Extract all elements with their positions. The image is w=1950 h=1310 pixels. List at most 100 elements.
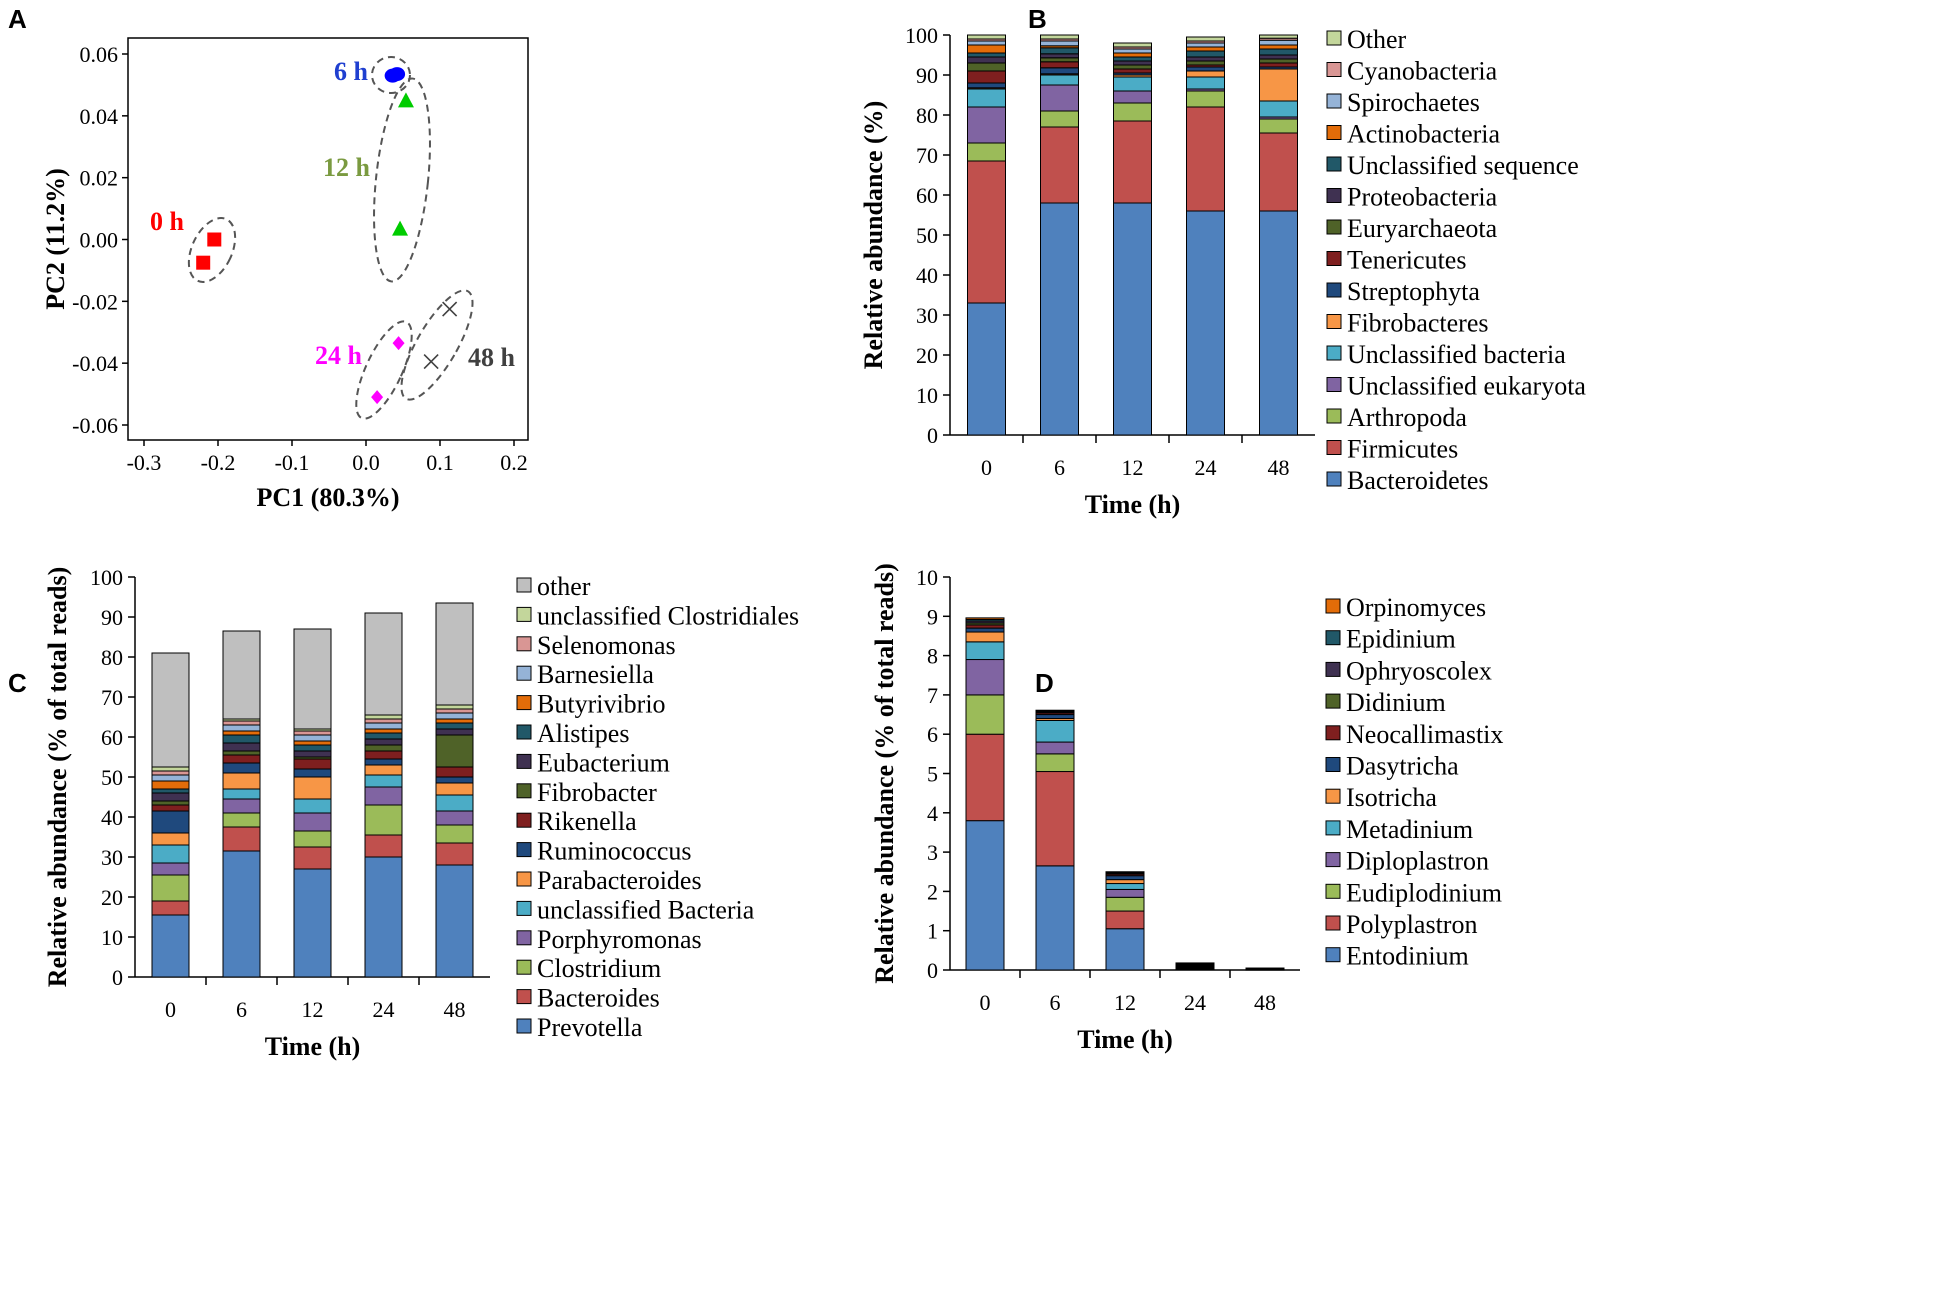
- bar-segment-bacteroides: [222, 826, 261, 852]
- bar-segment-other: [364, 612, 403, 716]
- bar-segment-butyrivibrio: [222, 730, 261, 736]
- y-tick-label: 10: [916, 383, 938, 408]
- bar-segment-porphyromonas: [293, 812, 332, 832]
- y-tick-label: 6: [927, 722, 938, 747]
- bar-segment-tenericutes: [1040, 61, 1079, 69]
- bar-segment-eubacterium: [293, 750, 332, 758]
- bar-segment-unclassified-clostridiales: [435, 704, 474, 710]
- bar-segment-euryarchaeota: [967, 62, 1006, 72]
- bar-segment-actinobacteria: [1186, 46, 1225, 52]
- legend-label: Parabacteroides: [537, 866, 702, 895]
- panel-label-c: C: [8, 668, 27, 698]
- bar-segment-porphyromonas: [222, 798, 261, 814]
- bar-segment-barnesiella: [151, 774, 190, 782]
- legend-swatch: [1326, 62, 1342, 77]
- x-tick-label: 0: [980, 990, 991, 1015]
- legend-label: Unclassified bacteria: [1347, 340, 1566, 369]
- bar-segment-barnesiella: [364, 722, 403, 730]
- point-48h: [442, 301, 458, 317]
- legend-label: Euryarchaeota: [1347, 214, 1498, 243]
- bar-segment-entodinium: [1035, 865, 1075, 971]
- legend-swatch: [1326, 408, 1342, 424]
- bar-segment-arthropoda: [1113, 102, 1152, 122]
- legend-label: Selenomonas: [537, 631, 676, 660]
- bar-segment-proteobacteria: [1113, 60, 1152, 66]
- y-tick-label: 0: [927, 423, 938, 448]
- panel-label-b: B: [1028, 4, 1047, 34]
- panel-c-stacked-bar: 0 10 20 30 40 50 60 70 80 90 100 0 6 12 24 48 Time (h) Re…: [43, 565, 799, 1061]
- legend-label: Ophryoscolex: [1346, 656, 1492, 685]
- y-tick-label: 80: [916, 103, 938, 128]
- legend-label: unclassified Bacteria: [537, 895, 755, 924]
- legend-label: Arthropoda: [1347, 403, 1467, 432]
- bar-segment-actinobacteria: [967, 44, 1006, 54]
- bar-segment-eubacterium: [222, 742, 261, 752]
- bar-segment-bacteroides: [151, 900, 190, 916]
- legend-label: Unclassified sequence: [1347, 151, 1579, 180]
- bar-segment-unclassified-sequence: [967, 52, 1006, 58]
- bar-segment-unclassified-bacteria: [1040, 74, 1079, 86]
- legend-swatch: [516, 842, 532, 858]
- bar-segment-metadinium: [1105, 883, 1145, 890]
- bar-segment-alistipes: [435, 722, 474, 730]
- bar-segment-barnesiella: [435, 712, 474, 720]
- bar-segment-other: [151, 652, 190, 768]
- bar-segment-arthropoda: [1040, 110, 1079, 128]
- y-tick-label: 4: [927, 801, 938, 826]
- bar-segment-alistipes: [222, 734, 261, 744]
- bar-segment-entodinium: [1105, 928, 1145, 971]
- bar-segment-fibrobacter: [151, 800, 190, 806]
- bar-segment-unclassified-bacteria: [1259, 100, 1298, 118]
- x-tick-label: 24: [1195, 455, 1217, 480]
- bar-segment-unclassified-sequence: [1186, 50, 1225, 58]
- legend-swatch: [1326, 30, 1342, 46]
- x-tick-label: 0: [165, 997, 176, 1022]
- bar-segment-orpinomyces: [1105, 871, 1145, 873]
- bar-segment-arthropoda: [1259, 118, 1298, 134]
- x-tick-label: 12: [302, 997, 324, 1022]
- y-tick-label: 100: [905, 23, 938, 48]
- legend-label: Actinobacteria: [1347, 120, 1500, 149]
- bar-segment-porphyromonas: [151, 862, 190, 876]
- legend-swatch: [1326, 156, 1342, 172]
- bar-segment-unclassified-sequence: [1113, 56, 1152, 62]
- panel-a-scatter: -0.3 -0.2 -0.1 0.0 0.1 0.2 0.06 0.04 0.02 0.00 -0.…: [41, 37, 529, 512]
- bar-segment-euryarchaeota: [1113, 64, 1152, 70]
- legend-label: Porphyromonas: [537, 925, 702, 954]
- bar-segment-diploplastron: [1105, 888, 1145, 898]
- bar-segment-butyrivibrio: [364, 728, 403, 734]
- bar-segment-unclassified-bacteria: [967, 88, 1006, 108]
- group-ellipse: [187, 217, 237, 283]
- x-axis-title: Time (h): [265, 1032, 361, 1061]
- legend-swatch: [1325, 693, 1341, 709]
- bar-segment-unclassified-eukaryota: [1113, 90, 1152, 104]
- legend-label: Eudiplodinium: [1346, 878, 1502, 907]
- x-tick-label: 48: [1254, 990, 1276, 1015]
- plot-frame: [127, 37, 529, 441]
- bar-segment-prevotella: [435, 864, 474, 978]
- group-label: 12 h: [323, 153, 371, 182]
- group-ellipse: [373, 77, 431, 283]
- bar-segment-rikenella: [364, 750, 403, 760]
- bar-segment-rikenella: [222, 754, 261, 764]
- bar-segment-unclassified-eukaryota: [1040, 84, 1079, 112]
- x-tick-label: 0: [981, 455, 992, 480]
- y-axis-title: Relative abundance (% of total reads): [870, 563, 899, 984]
- x-axis-title: Time (h): [1077, 1025, 1173, 1054]
- bar-segment-diploplastron: [965, 659, 1005, 696]
- bar-segment-metadinium: [965, 641, 1005, 661]
- x-tick-label: -0.3: [127, 450, 162, 475]
- point-0h: [196, 255, 211, 270]
- bar-segment-parabacteroides: [222, 772, 261, 790]
- bar-segment-polyplastron: [965, 733, 1005, 822]
- bar-segment-parabacteroides: [364, 764, 403, 776]
- legend-swatch: [1326, 251, 1342, 266]
- bar-segment-prevotella: [293, 868, 332, 978]
- bar-segment-clostridium: [222, 812, 261, 828]
- legend-swatch: [516, 959, 532, 975]
- y-axis-title: PC2 (11.2%): [41, 168, 70, 310]
- bar-segment-eudiplodinium: [1035, 753, 1075, 773]
- bar-segment-eubacterium: [151, 792, 190, 802]
- bar-segment-unclassified-bacteria: [293, 798, 332, 814]
